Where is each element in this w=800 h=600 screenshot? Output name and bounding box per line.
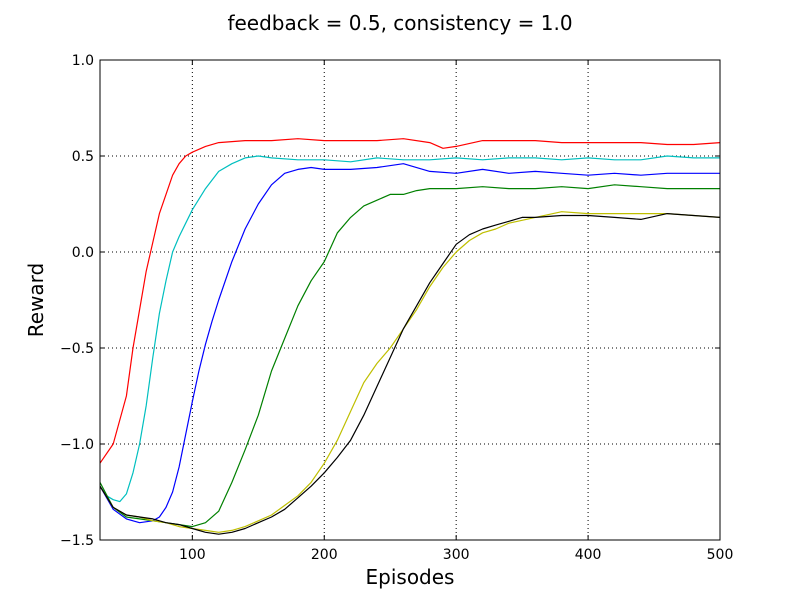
y-tick-label: 0.0 [72,245,94,261]
axis-ticks: 100 200 300 400 500 −1.5 −1.0 −0.5 0.0 0.5 1.0 [60,53,733,563]
x-tick-label: 100 [179,547,206,563]
series-lines [99,138,721,535]
chart-title: feedback = 0.5, consistency = 1.0 [227,11,572,35]
series-line-6 [99,213,721,535]
plot-area-frame [99,59,721,541]
x-tick-label: 200 [311,547,338,563]
y-tick-label: −1.5 [60,533,94,549]
series-line-2 [99,155,720,503]
series-line-4 [99,184,720,528]
x-tick-label: 400 [575,547,602,563]
y-tick-label: −0.5 [60,341,94,357]
y-axis-label: Reward [24,263,48,337]
series-line-3 [99,163,720,524]
x-axis-label: Episodes [366,565,455,589]
y-tick-label: 1.0 [72,53,94,69]
y-tick-label: −1.0 [60,437,94,453]
grid-lines [100,59,721,541]
series-line-1 [99,138,721,464]
y-tick-label: 0.5 [72,149,94,165]
series-line-5 [99,211,721,533]
x-tick-label: 300 [443,547,470,563]
x-tick-label: 500 [707,547,734,563]
